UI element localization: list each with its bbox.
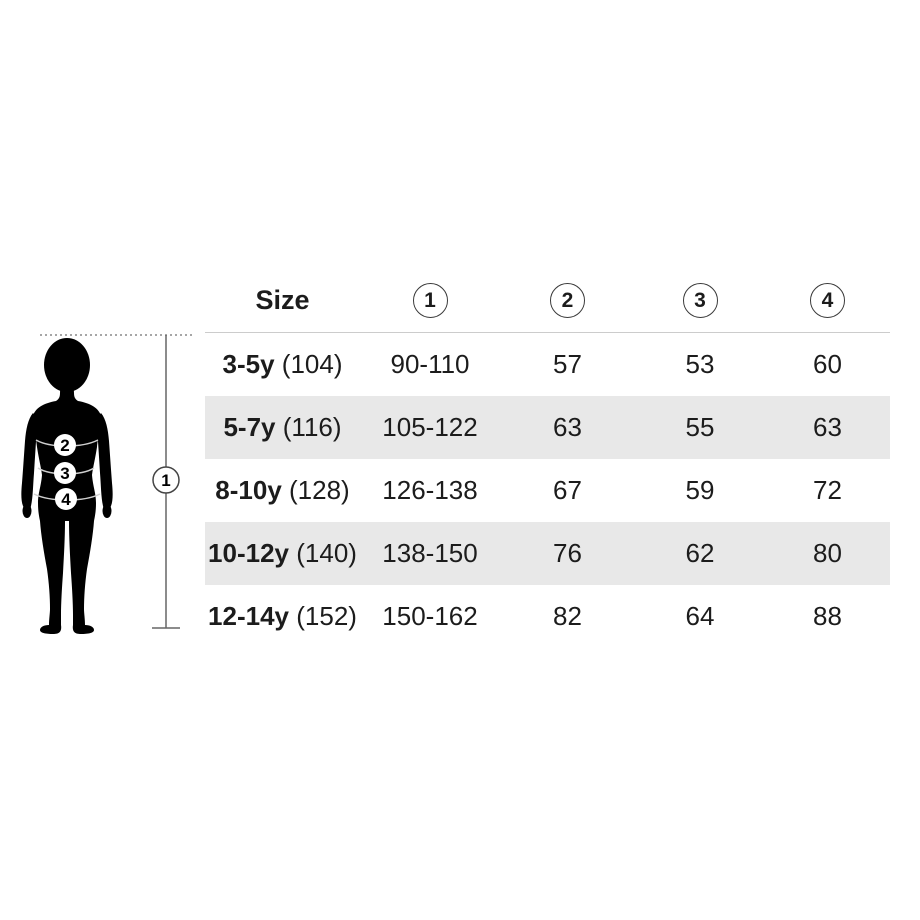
silhouette-left-hand (22, 504, 32, 518)
chest-marker-label: 2 (60, 436, 69, 455)
hip-cell: 88 (813, 601, 842, 631)
height-cell: 126-138 (382, 475, 478, 505)
waist-cell: 55 (685, 412, 715, 442)
body-markers: 2 3 4 (54, 434, 77, 510)
circled-4-icon: 4 (810, 282, 845, 318)
circled-1-icon: 1 (412, 282, 448, 318)
table-row: 8-10y (128) 126-138 67 59 72 (205, 459, 890, 522)
size-table: Size 1 2 3 4 3-5y (104) 90-110 57 53 60 … (205, 268, 890, 648)
height-marker: 1 (152, 466, 180, 494)
table-row: 5-7y (116) 105-122 63 55 63 (205, 396, 890, 459)
child-silhouette (21, 338, 113, 634)
waist-cell: 62 (685, 538, 715, 568)
waist-cell: 59 (685, 475, 715, 505)
hip-cell: 80 (813, 538, 842, 568)
silhouette-left-foot (40, 625, 62, 634)
chest-cell: 57 (553, 349, 582, 379)
size-range: 12-14y (208, 601, 290, 631)
table-row: 12-14y (152) 150-162 82 64 88 (205, 585, 890, 648)
silhouette-right-arm (97, 413, 113, 510)
size-cell: 5-7y (116) (205, 412, 360, 443)
header-col-4: 4 (765, 282, 890, 318)
size-cm: (116) (282, 412, 342, 442)
size-cm: (104) (281, 349, 343, 379)
height-cell: 90-110 (390, 349, 470, 379)
hip-cell: 63 (813, 412, 842, 442)
table-header-row: Size 1 2 3 4 (205, 268, 890, 333)
child-silhouette-diagram: 2 3 4 1 (21, 334, 192, 634)
table-row: 10-12y (140) 138-150 76 62 80 (205, 522, 890, 585)
size-cm: (128) (289, 475, 350, 505)
chest-marker-circle (54, 434, 76, 456)
size-cm: (152) (296, 601, 357, 631)
hip-cell: 72 (813, 475, 842, 505)
header-size: Size (255, 284, 310, 315)
circled-3-icon: 3 (682, 282, 718, 318)
table-row: 3-5y (104) 90-110 57 53 60 (205, 333, 890, 396)
header-col-2: 2 (500, 282, 635, 318)
size-range: 5-7y (223, 412, 276, 442)
hip-marker-label: 4 (61, 490, 71, 509)
header-col-1: 1 (360, 282, 500, 318)
waist-cell: 64 (685, 601, 715, 631)
size-cm: (140) (296, 538, 357, 568)
header-col-3: 3 (635, 282, 765, 318)
silhouette-left-leg (40, 521, 65, 625)
size-cell: 3-5y (104) (205, 349, 360, 380)
silhouette-right-foot (72, 625, 94, 634)
height-cell: 105-122 (382, 412, 478, 442)
chest-cell: 67 (553, 475, 582, 505)
height-cell: 150-162 (382, 601, 478, 631)
waist-cell: 53 (685, 349, 715, 379)
size-cell: 8-10y (128) (205, 475, 360, 506)
height-marker-circle (152, 466, 180, 494)
size-range: 8-10y (215, 475, 282, 505)
height-cell: 138-150 (382, 538, 478, 568)
waist-marker-circle (54, 462, 76, 484)
silhouette-left-arm (21, 413, 37, 510)
silhouette-right-hand (102, 504, 112, 518)
waist-marker-label: 3 (60, 464, 69, 483)
size-cell: 12-14y (152) (205, 601, 360, 632)
hip-cell: 60 (813, 349, 842, 379)
silhouette-head (44, 338, 90, 392)
size-range: 3-5y (222, 349, 275, 379)
size-range: 10-12y (208, 538, 290, 568)
chest-cell: 76 (553, 538, 582, 568)
circled-2-icon: 2 (550, 282, 585, 318)
chest-cell: 63 (553, 412, 582, 442)
size-cell: 10-12y (140) (205, 538, 360, 569)
chest-cell: 82 (553, 601, 582, 631)
height-marker-label: 1 (161, 471, 170, 490)
silhouette-right-leg (69, 521, 94, 625)
hip-marker-circle (55, 488, 77, 510)
